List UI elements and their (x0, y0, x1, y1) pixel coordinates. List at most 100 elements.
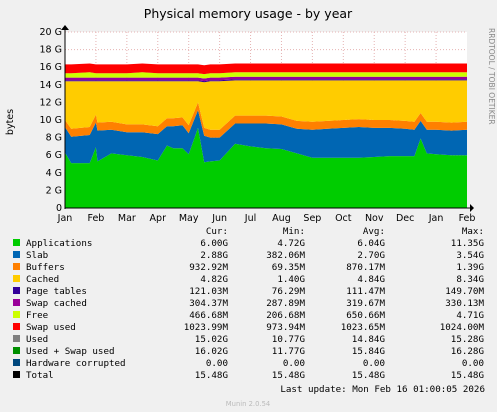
legend-header: Avg: (363, 226, 385, 237)
legend-value: 111.47M (346, 286, 385, 297)
x-tick-labels: Jan Feb Mar Apr May Jun Jul Aug Sep Oct Nov Dec Jan F… (57, 213, 476, 224)
y-tick-label: 6 G (46, 150, 62, 161)
legend-header: Max: (462, 226, 484, 237)
legend-value: 0.00 (206, 358, 228, 369)
legend: Cur: Min: Avg: Max: Applications 6.00G 4.72G 6.… (13, 226, 484, 381)
legend-value: 206.68M (266, 310, 305, 321)
y-axis-label: bytes (5, 109, 16, 135)
y-tick-labels: 0 2 G 4 G 6 G 8 G 10 G 12 G 14 G 16 G 18 G 20 G (40, 27, 62, 214)
last-update: Last update: Mon Feb 16 01:00:05 2026 (280, 384, 485, 395)
legend-value: 0.00 (363, 358, 385, 369)
x-tick-label: Jan (428, 213, 444, 224)
x-tick-label: Sep (303, 213, 321, 224)
legend-value: 4.82G (200, 274, 228, 285)
area-buffers (65, 102, 467, 138)
x-tick-label: Mar (118, 213, 136, 224)
area-series (65, 63, 467, 208)
chart-title: Physical memory usage - by year (144, 6, 353, 21)
legend-value: 15.02G (195, 334, 228, 345)
x-tick-label: May (179, 213, 199, 224)
legend-swatch-swap-cached (13, 299, 20, 306)
legend-label-buffers: Buffers (26, 262, 65, 273)
legend-label-swap-cached: Swap cached (26, 298, 87, 309)
legend-value: 11.35G (451, 238, 484, 249)
legend-label-hardware-corrupted: Hardware corrupted (26, 358, 126, 369)
y-tick-label: 14 G (40, 80, 62, 91)
legend-label-total: Total (26, 370, 54, 381)
legend-value: 15.48G (352, 370, 385, 381)
legend-label-slab: Slab (26, 250, 48, 261)
y-tick-label: 2 G (46, 185, 62, 196)
legend-value: 1023.65M (341, 322, 386, 333)
y-tick-label: 0 (56, 203, 62, 214)
legend-value: 973.94M (266, 322, 305, 333)
x-tick-label: Jan (57, 213, 73, 224)
legend-value: 0.00 (462, 358, 484, 369)
legend-value: 16.02G (195, 346, 228, 357)
legend-value: 3.54G (456, 250, 484, 261)
x-tick-label: Apr (150, 213, 167, 224)
legend-swatch-buffers (13, 263, 20, 270)
x-tick-label: Aug (272, 213, 291, 224)
y-axis-arrow-icon (61, 25, 69, 30)
legend-label-applications: Applications (26, 238, 92, 249)
legend-value: 2.70G (357, 250, 385, 261)
legend-value: 4.72G (277, 238, 305, 249)
legend-header: Min: (283, 226, 305, 237)
legend-swatch-slab (13, 251, 20, 258)
x-tick-label: Dec (396, 213, 414, 224)
legend-value: 650.66M (346, 310, 385, 321)
legend-value: 10.77G (272, 334, 305, 345)
legend-swatch-cached (13, 275, 20, 282)
x-axis-arrow-icon (470, 204, 474, 212)
area-free (65, 72, 467, 79)
legend-label-free: Free (26, 310, 48, 321)
legend-value: 932.92M (189, 262, 228, 273)
legend-value: 4.71G (456, 310, 484, 321)
legend-value: 16.28G (451, 346, 484, 357)
legend-label-swap-used: Swap used (26, 322, 76, 333)
area-page-tables (65, 79, 467, 83)
y-tick-label: 4 G (46, 168, 62, 179)
legend-swatch-used-swap-used (13, 347, 20, 354)
area-cached (65, 80, 467, 130)
legend-value: 287.89M (266, 298, 305, 309)
legend-value: 8.34G (456, 274, 484, 285)
area-swap-cached (65, 76, 467, 82)
x-tick-label: Jun (211, 213, 227, 224)
x-tick-label: Feb (459, 213, 476, 224)
area-swap-used (65, 63, 467, 75)
legend-swatch-used (13, 335, 20, 342)
legend-value: 76.29M (272, 286, 306, 297)
legend-label-used: Used (26, 334, 48, 345)
legend-value: 15.84G (352, 346, 385, 357)
legend-value: 11.77G (272, 346, 305, 357)
legend-value: 4.84G (357, 274, 385, 285)
legend-swatch-total (13, 371, 20, 378)
area-applications (65, 127, 467, 208)
legend-label-used-swap-used: Used + Swap used (26, 346, 115, 357)
x-tick-label: Oct (335, 213, 352, 224)
legend-value: 1.39G (456, 262, 484, 273)
legend-value: 1.40G (277, 274, 305, 285)
legend-value: 15.48G (451, 370, 484, 381)
legend-value: 15.48G (195, 370, 228, 381)
y-tick-label: 16 G (40, 62, 62, 73)
legend-value: 2.88G (200, 250, 228, 261)
legend-value: 382.06M (266, 250, 305, 261)
legend-value: 319.67M (346, 298, 385, 309)
y-tick-label: 12 G (40, 97, 62, 108)
legend-label-page-tables: Page tables (26, 286, 87, 297)
legend-value: 1023.99M (184, 322, 229, 333)
y-tick-label: 18 G (40, 45, 62, 56)
legend-value: 1024.00M (440, 322, 485, 333)
x-tick-label: Jul (244, 213, 256, 224)
legend-value: 15.48G (272, 370, 305, 381)
legend-value: 121.03M (189, 286, 228, 297)
area-slab (65, 110, 467, 164)
legend-value: 330.13M (445, 298, 484, 309)
munin-version-footer: Munin 2.0.54 (226, 400, 270, 408)
legend-value: 304.37M (189, 298, 228, 309)
legend-value: 870.17M (346, 262, 385, 273)
